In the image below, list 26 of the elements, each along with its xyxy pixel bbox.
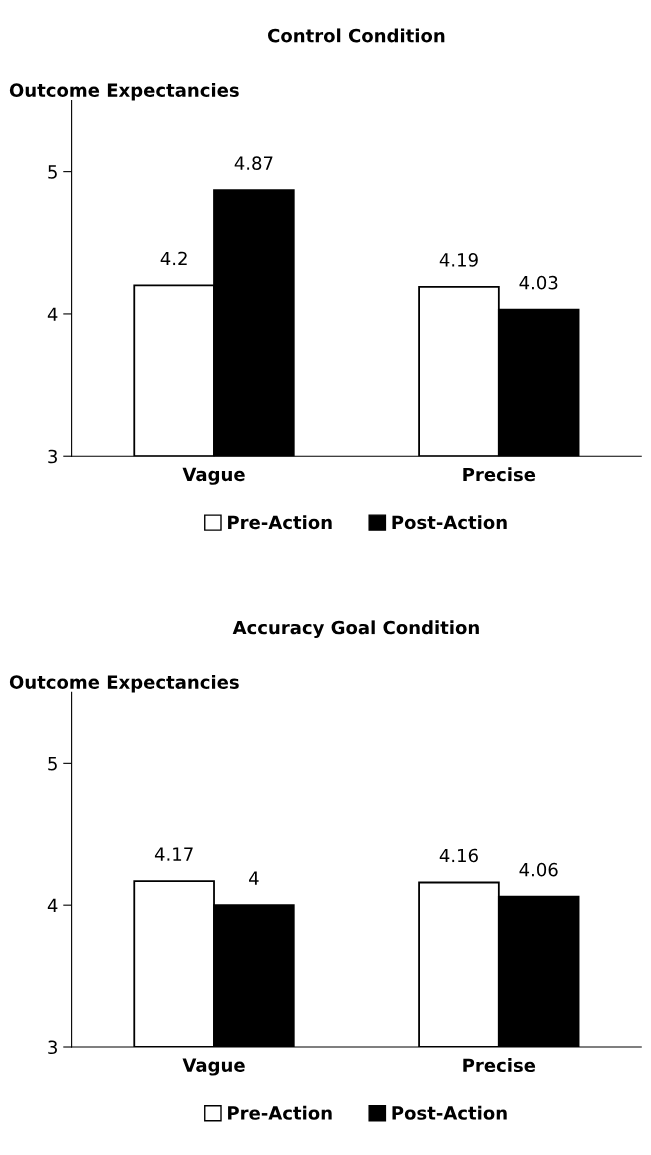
data-label: 4.87: [234, 156, 273, 170]
data-label: 4.17: [154, 847, 193, 861]
data-label: 4.03: [519, 275, 558, 290]
chart-title: Control Condition: [268, 28, 445, 43]
y-tick-label: 4: [47, 898, 58, 913]
legend-label: Post-Action: [392, 515, 507, 530]
y-tick-label: 5: [48, 757, 57, 771]
y-tick-label: 5: [48, 165, 57, 179]
y-axis-title: Outcome Expectancies: [9, 674, 239, 693]
data-label: 4: [249, 871, 259, 885]
x-tick-label: Vague: [182, 467, 245, 485]
data-label: 4.2: [160, 251, 187, 266]
y-tick-label: 3: [48, 449, 57, 464]
x-tick-label: Precise: [463, 467, 536, 482]
legend-label: Post-Action: [392, 1105, 507, 1120]
y-tick-label: 4: [47, 307, 58, 321]
x-tick-label: Precise: [463, 1058, 536, 1073]
legend-label: Pre-Action: [228, 1105, 332, 1120]
chart-title: Accuracy Goal Condition: [232, 620, 479, 638]
legend-label: Pre-Action: [228, 515, 332, 530]
y-tick-label: 3: [48, 1040, 57, 1055]
data-label: 4.19: [439, 253, 478, 267]
data-label: 4.06: [519, 862, 558, 877]
data-label: 4.16: [439, 848, 478, 863]
x-tick-label: Vague: [182, 1058, 245, 1076]
y-axis-title: Outcome Expectancies: [9, 83, 239, 101]
